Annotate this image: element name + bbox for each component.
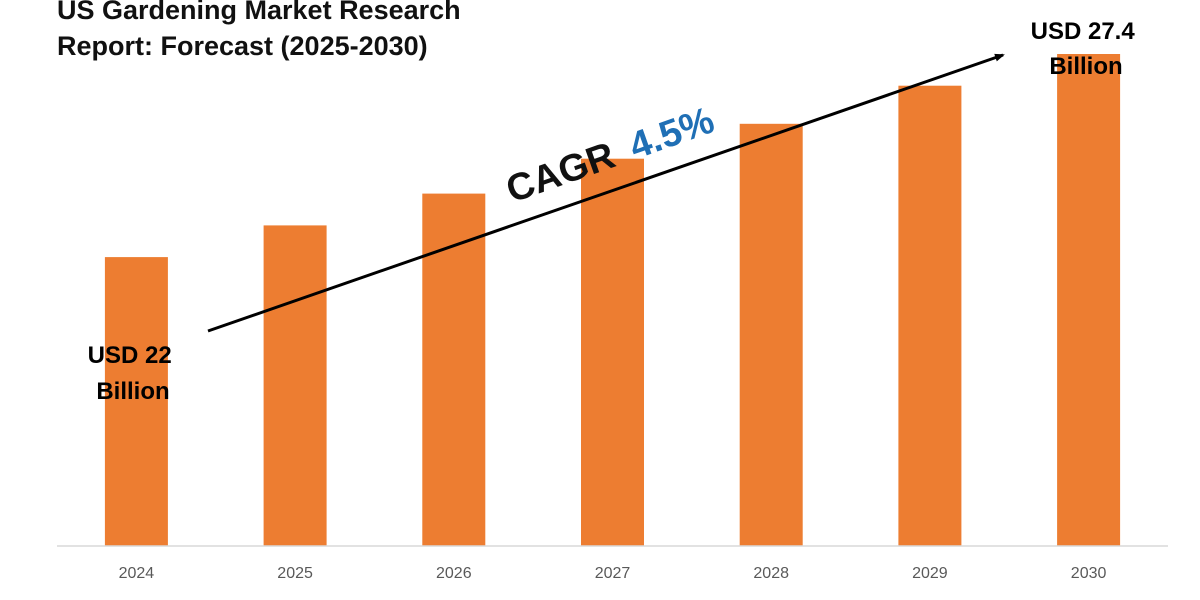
x-tick-label: 2029 xyxy=(912,565,948,582)
end-value-label: USD 27.4 Billion xyxy=(1031,18,1142,80)
x-tick-label: 2026 xyxy=(436,565,472,582)
growth-arrow xyxy=(207,53,1005,333)
bar-2027 xyxy=(581,158,644,546)
x-tick-label: 2030 xyxy=(1071,565,1107,582)
bar-2028 xyxy=(739,123,803,547)
end-value-line-1: USD 27.4 xyxy=(1031,18,1136,45)
x-tick-label: 2025 xyxy=(277,565,313,582)
start-value-label: USD 22 Billion xyxy=(88,342,179,405)
chart-title-line-1: US Gardening Market Research xyxy=(57,0,461,25)
x-tick-label: 2028 xyxy=(753,565,789,582)
bars-group xyxy=(104,54,1121,547)
chart-title-line-2: Report: Forecast (2025-2030) xyxy=(57,31,428,61)
bar-2030 xyxy=(1057,54,1121,546)
x-tick-labels: 2024 2025 2026 2027 2028 2029 2030 xyxy=(119,565,1107,582)
start-value-line-2: Billion xyxy=(96,378,169,405)
bar-2029 xyxy=(898,85,962,546)
x-tick-label: 2027 xyxy=(595,565,631,582)
end-value-line-2: Billion xyxy=(1049,53,1122,80)
bar-2024 xyxy=(104,257,168,546)
bar-2025 xyxy=(263,225,327,546)
chart-title: US Gardening Market Research Report: For… xyxy=(57,0,527,64)
start-value-line-1: USD 22 xyxy=(88,342,172,369)
x-tick-label: 2024 xyxy=(119,565,155,582)
